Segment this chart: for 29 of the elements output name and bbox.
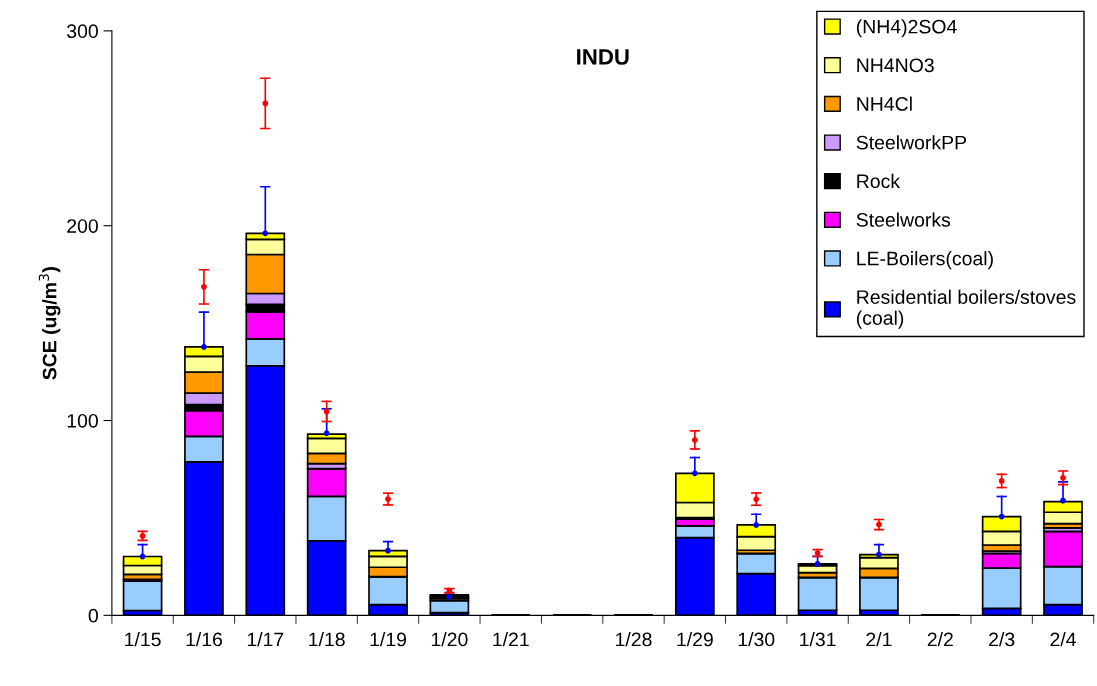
x-tick-label: 2/4	[1050, 632, 1076, 647]
x-tick-label: 2/1	[866, 632, 892, 647]
x-tick-label: 1/20	[431, 632, 468, 647]
x-tick-label: 1/18	[309, 632, 345, 647]
x-tick-label: 1/16	[186, 632, 223, 647]
x-tick-label: 1/15	[125, 632, 161, 647]
x-tick-label: 1/29	[677, 632, 713, 647]
legend-label: Residential boilers/stoves (coal)	[856, 289, 1076, 329]
x-tick-label: 1/28	[616, 632, 652, 647]
legend-label: NH4NO3	[857, 58, 934, 73]
x-tick-label: 1/19	[370, 632, 407, 647]
legend-label: Steelworks	[856, 212, 951, 227]
x-tick-label: 1/31	[800, 632, 836, 647]
y-axis-title: SCE (ug/m$^{3}$)	[38, 267, 61, 380]
x-tick-label: 1/30	[738, 632, 775, 647]
legend-label: LE-Boilers(coal)	[857, 251, 993, 270]
x-tick-label: 2/2	[927, 632, 953, 647]
x-tick-label: 2/3	[989, 632, 1015, 647]
legend-label: Rock	[857, 173, 901, 189]
y-tick-label: 100	[67, 413, 98, 428]
text: INDU	[577, 49, 629, 65]
x-tick-label: 1/17	[247, 632, 284, 647]
y-tick-label: 300	[67, 24, 98, 39]
legend-label: SteelworkPP	[856, 135, 967, 150]
legend-label: (NH4)2SO4	[856, 19, 957, 38]
x-tick-label: 1/21	[493, 632, 529, 647]
y-tick-label: 0	[88, 608, 98, 623]
legend-label: NH4Cl	[857, 96, 912, 111]
y-tick-label: 200	[67, 219, 98, 233]
